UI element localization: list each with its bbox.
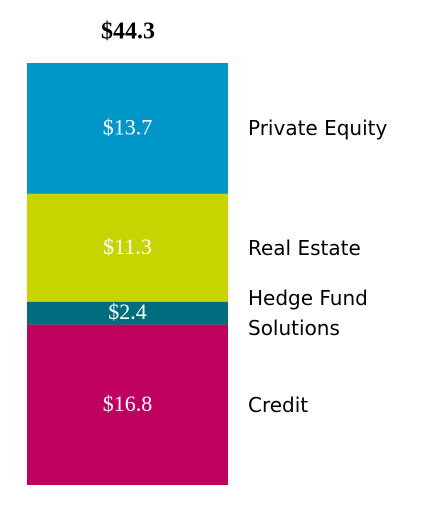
legend-label: Private Equity [248, 116, 388, 141]
value-label: $13.7 [103, 114, 153, 139]
total-label: $44.3 [101, 19, 155, 45]
legend-label: Real Estate [248, 235, 361, 260]
bar-segment [27, 63, 228, 194]
legend-label: Credit [248, 392, 309, 417]
bar-segment [27, 301, 228, 325]
bar-segment [27, 324, 228, 485]
bar-segment [27, 193, 228, 302]
value-label: $2.4 [108, 299, 147, 324]
value-label: $16.8 [103, 391, 153, 416]
legend-label: Hedge Fund Solutions [248, 286, 368, 341]
value-label: $11.3 [103, 234, 152, 259]
